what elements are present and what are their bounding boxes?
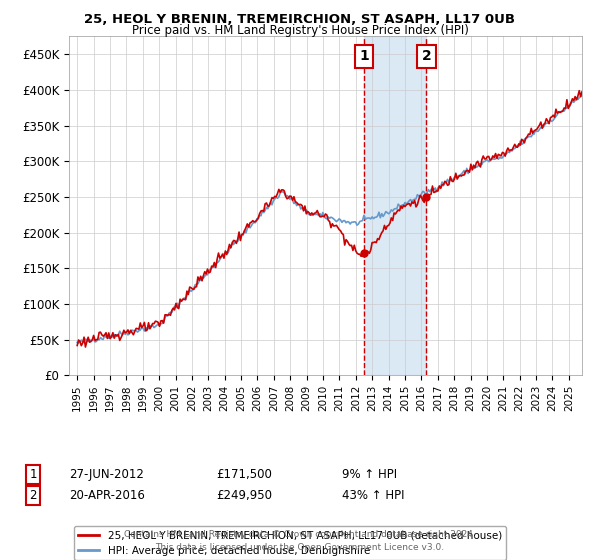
Text: 43% ↑ HPI: 43% ↑ HPI bbox=[342, 489, 404, 502]
Text: 1: 1 bbox=[29, 468, 37, 482]
Text: 2: 2 bbox=[29, 489, 37, 502]
Text: 25, HEOL Y BRENIN, TREMEIRCHION, ST ASAPH, LL17 0UB: 25, HEOL Y BRENIN, TREMEIRCHION, ST ASAP… bbox=[85, 13, 515, 26]
Text: Contains HM Land Registry data © Crown copyright and database right 2024.: Contains HM Land Registry data © Crown c… bbox=[124, 530, 476, 539]
Bar bbox=[364, 36, 427, 375]
Text: 2: 2 bbox=[422, 49, 431, 63]
Text: 9% ↑ HPI: 9% ↑ HPI bbox=[342, 468, 397, 482]
Text: 1: 1 bbox=[359, 49, 369, 63]
Text: 27-JUN-2012: 27-JUN-2012 bbox=[69, 468, 144, 482]
Text: 20-APR-2016: 20-APR-2016 bbox=[69, 489, 145, 502]
Legend: 25, HEOL Y BRENIN, TREMEIRCHION, ST ASAPH, LL17 0UB (detached house), HPI: Avera: 25, HEOL Y BRENIN, TREMEIRCHION, ST ASAP… bbox=[74, 526, 506, 559]
Text: £171,500: £171,500 bbox=[216, 468, 272, 482]
Text: Price paid vs. HM Land Registry's House Price Index (HPI): Price paid vs. HM Land Registry's House … bbox=[131, 24, 469, 37]
Text: £249,950: £249,950 bbox=[216, 489, 272, 502]
Text: This data is licensed under the Open Government Licence v3.0.: This data is licensed under the Open Gov… bbox=[155, 543, 445, 552]
